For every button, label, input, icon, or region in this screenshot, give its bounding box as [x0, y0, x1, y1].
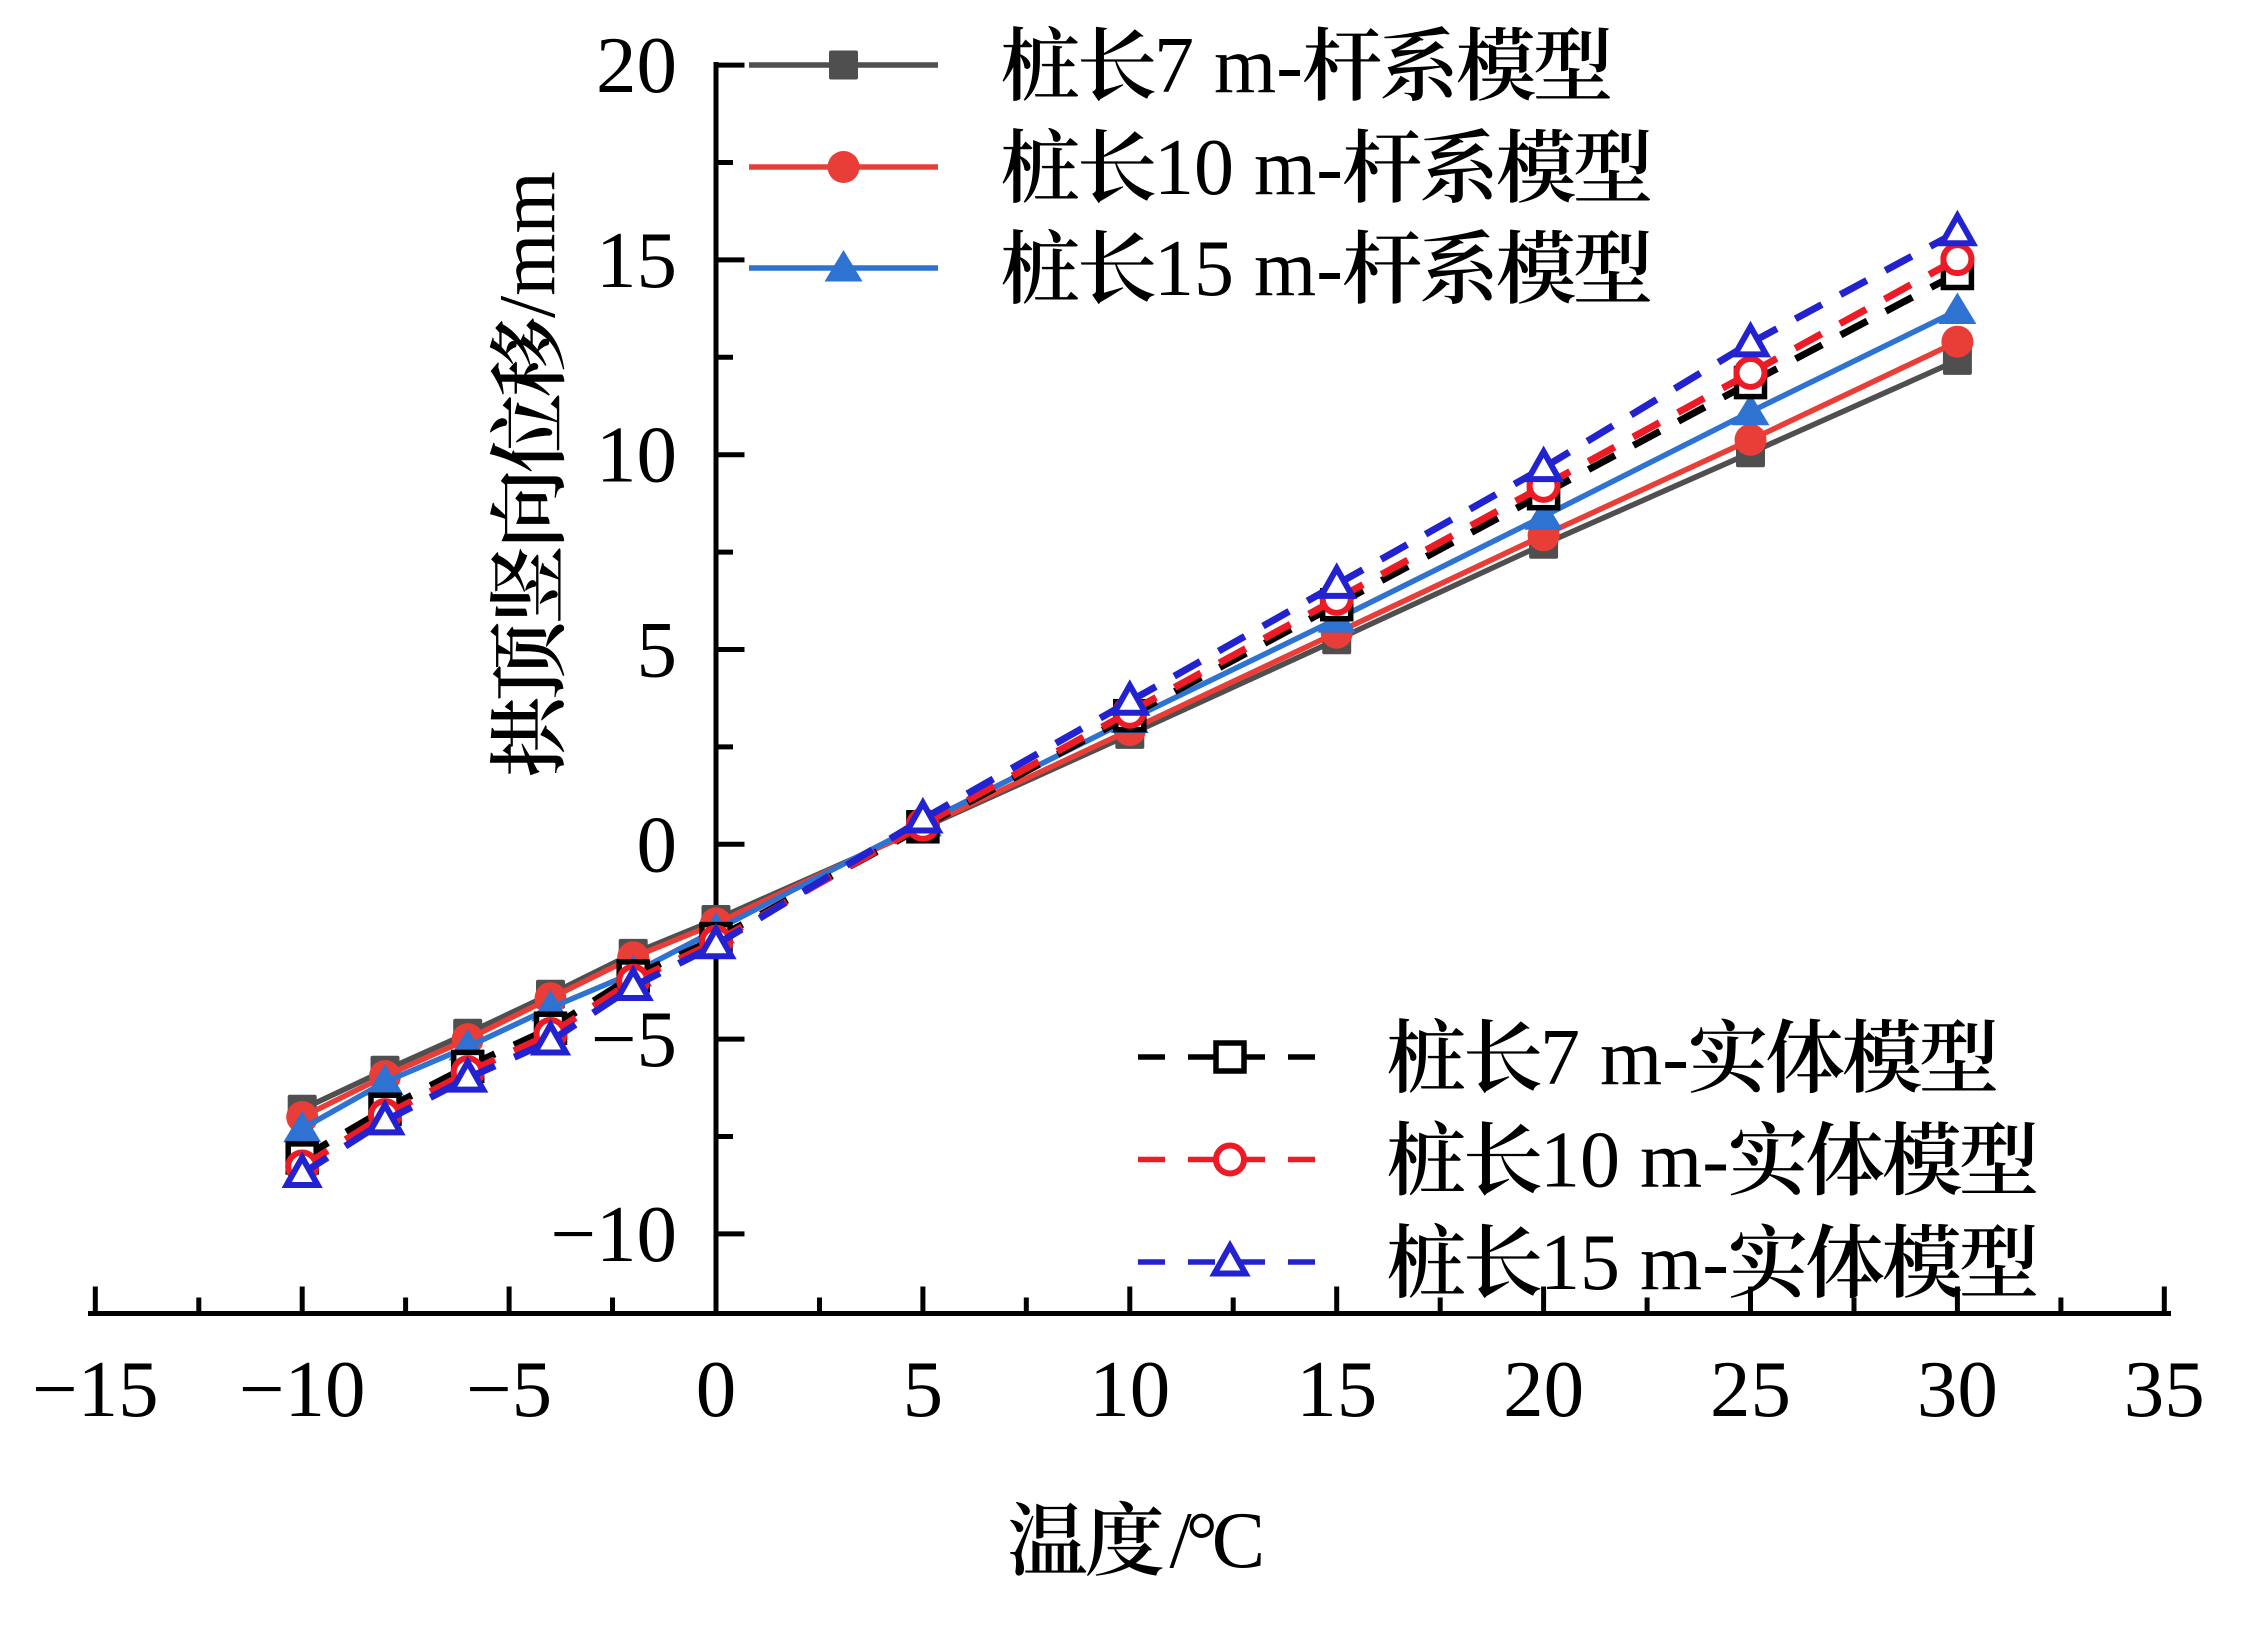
svg-text:5: 5 [637, 605, 678, 695]
svg-text:30: 30 [1917, 1344, 1998, 1434]
svg-text:15 m-: 15 m- [1540, 1219, 1729, 1307]
svg-text:10: 10 [1089, 1344, 1170, 1434]
svg-text:10: 10 [596, 410, 677, 500]
svg-text:−10: −10 [239, 1344, 366, 1434]
svg-text:35: 35 [2124, 1344, 2205, 1434]
svg-text:10 m-: 10 m- [1540, 1117, 1729, 1205]
svg-text:−5: −5 [466, 1344, 552, 1434]
svg-text:20: 20 [1503, 1344, 1584, 1434]
svg-text:0: 0 [696, 1344, 737, 1434]
svg-text:15: 15 [1296, 1344, 1377, 1434]
svg-text:15: 15 [596, 215, 677, 305]
svg-text:7 m-: 7 m- [1154, 22, 1303, 110]
svg-text:25: 25 [1710, 1344, 1791, 1434]
svg-text:0: 0 [637, 799, 678, 889]
svg-text:/mm: /mm [484, 171, 572, 318]
svg-text:−10: −10 [550, 1189, 677, 1279]
svg-text:20: 20 [596, 20, 677, 110]
svg-text:−15: −15 [32, 1344, 159, 1434]
svg-text:15 m-: 15 m- [1154, 225, 1343, 313]
svg-text:10 m-: 10 m- [1154, 124, 1343, 212]
svg-text:/°C: /°C [1170, 1497, 1261, 1585]
svg-text:7 m-: 7 m- [1540, 1014, 1689, 1102]
svg-text:5: 5 [903, 1344, 944, 1434]
